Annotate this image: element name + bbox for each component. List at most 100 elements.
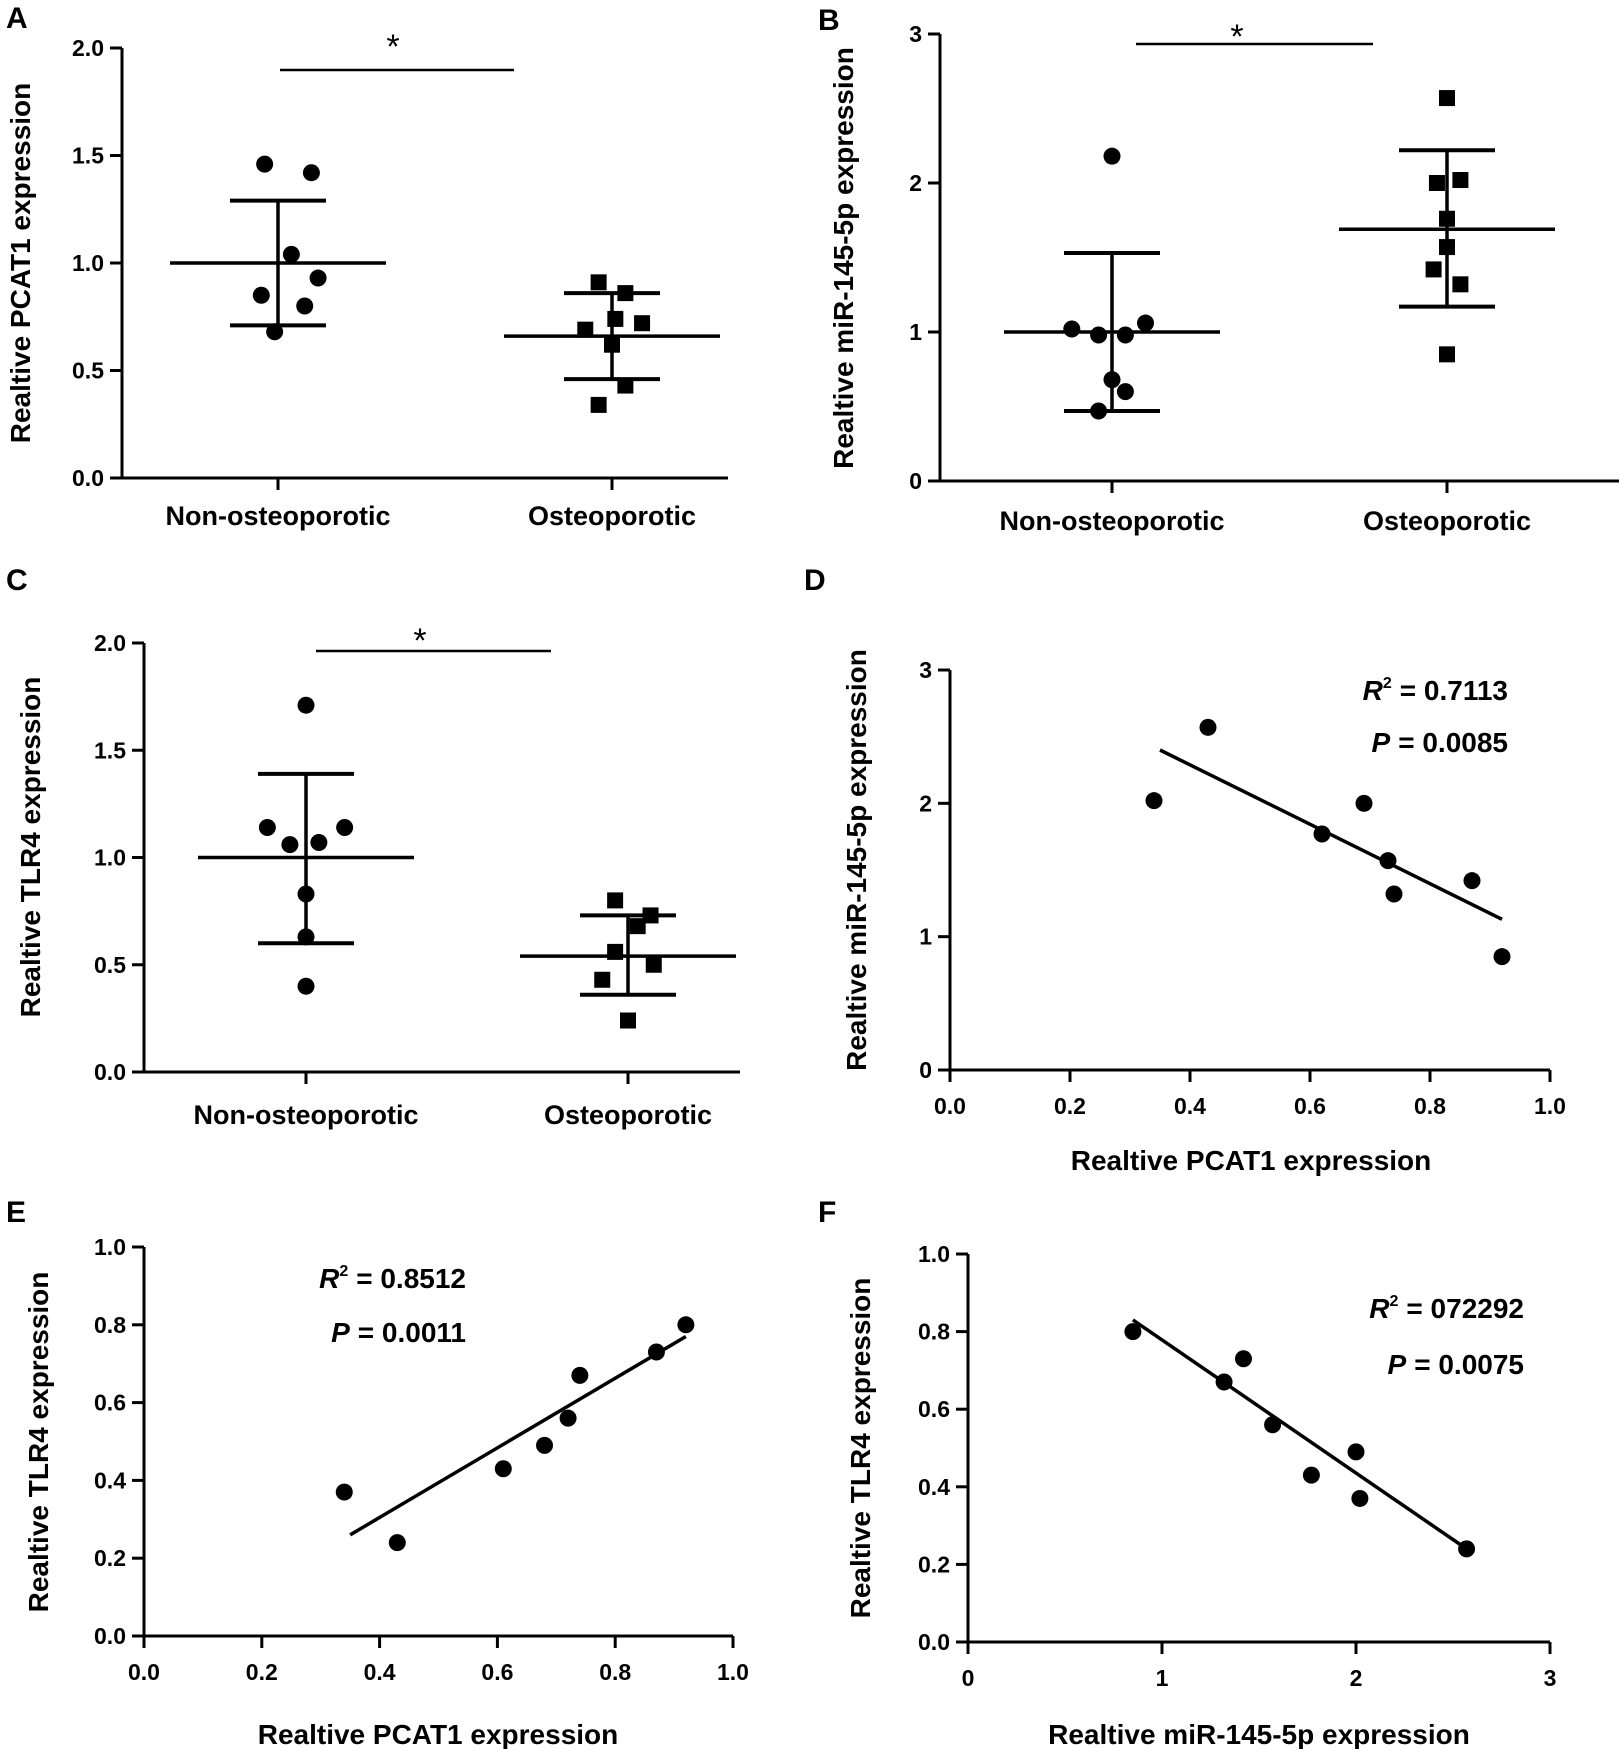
panel-e: E 0.0 0.2 0.4 0.6 0.8 1.0 Realtive TLR4 express… (6, 1196, 749, 1749)
data-point (1116, 383, 1134, 401)
y-axis-title: Realtive TLR4 expression (15, 677, 46, 1018)
significance-star: * (413, 622, 426, 660)
r-superscript: 2 (339, 1263, 348, 1280)
data-point (309, 269, 327, 287)
y-tick-label: 0.8 (918, 1319, 950, 1345)
data-point (1452, 276, 1469, 293)
data-point (1302, 1466, 1320, 1484)
x-tick-label: 3 (1544, 1665, 1557, 1691)
y-tick-label: 0.5 (72, 358, 104, 384)
x-tick-label: 1.0 (717, 1659, 749, 1685)
data-point (1428, 175, 1445, 191)
data-point (1463, 872, 1481, 890)
x-tick-label: 1.0 (1534, 1093, 1566, 1119)
p-value: = 0.0011 (358, 1317, 466, 1348)
panel-letter: D (804, 564, 826, 597)
data-point (645, 956, 662, 973)
r-symbol: R (1369, 1293, 1390, 1324)
data-point (297, 885, 315, 903)
y-tick-label: 0.2 (918, 1551, 950, 1577)
data-point (1439, 90, 1455, 107)
data-point (281, 836, 299, 854)
data-point (1313, 825, 1331, 843)
panel-a: A 0.0 0.5 1.0 1.5 2.0 Realtive PCAT1 expressio… (5, 2, 728, 531)
regression-line (1159, 748, 1503, 921)
category-label: Osteoporotic (528, 501, 696, 531)
data-point (594, 971, 611, 988)
y-axis-title: Realtive TLR4 expression (23, 1272, 54, 1613)
data-point (252, 286, 270, 304)
data-point (617, 377, 634, 394)
x-tick-label: 0.0 (934, 1093, 966, 1119)
data-point (647, 1343, 665, 1361)
p-value: = 0.0075 (1414, 1349, 1524, 1380)
y-axis-title: Realtive TLR4 expression (845, 1278, 876, 1619)
data-point (536, 1436, 554, 1454)
y-tick-label: 0.2 (94, 1545, 126, 1571)
data-point (620, 1012, 636, 1029)
data-point (296, 297, 314, 315)
y-tick-label: 0.6 (94, 1390, 126, 1416)
p-value-annotation: P = 0.0085 (1372, 727, 1508, 758)
data-point (297, 977, 315, 995)
data-point (1090, 326, 1108, 344)
r-symbol: R (1363, 675, 1384, 706)
p-value: = 0.0085 (1398, 727, 1508, 758)
data-point (1103, 371, 1121, 389)
data-point (1116, 326, 1134, 344)
panel-letter: F (818, 1196, 836, 1229)
x-tick-label: 0 (962, 1665, 975, 1691)
data-point (677, 1316, 695, 1334)
y-tick-label: 0.8 (94, 1312, 126, 1338)
y-tick-label: 1.0 (72, 250, 104, 276)
x-tick-label: 0.8 (599, 1659, 631, 1685)
p-symbol: P (1388, 1349, 1407, 1380)
data-point (642, 907, 659, 924)
category-label: Non-osteoporotic (194, 1100, 419, 1130)
y-tick-label: 0.5 (94, 952, 126, 978)
x-axis-title: Realtive PCAT1 expression (258, 1719, 619, 1749)
x-tick-label: 2 (1350, 1665, 1363, 1691)
y-tick-label: 3 (919, 657, 932, 683)
x-axis-title: Realtive PCAT1 expression (1071, 1145, 1432, 1176)
y-tick-label: 1.0 (94, 845, 126, 871)
x-tick-label: 0.8 (1414, 1093, 1446, 1119)
x-tick-label: 0.0 (128, 1659, 160, 1685)
panel-letter: B (818, 4, 840, 37)
data-point (302, 164, 320, 182)
data-point (617, 285, 634, 302)
y-tick-label: 0.6 (918, 1396, 950, 1422)
x-tick-label: 0.4 (1174, 1093, 1206, 1119)
data-point (258, 818, 276, 836)
y-tick-label: 1 (919, 924, 932, 950)
category-label: Non-osteoporotic (1000, 506, 1225, 536)
r-superscript: 2 (1390, 1293, 1399, 1310)
data-point (1124, 1323, 1142, 1341)
panel-d: D 0 1 2 3 Realtive miR-145-5p expression 0.0 0.… (804, 564, 1566, 1176)
y-tick-label: 0.4 (918, 1474, 950, 1500)
category-label: Osteoporotic (544, 1100, 712, 1130)
data-point (590, 396, 607, 413)
data-point (607, 892, 624, 909)
data-point (1452, 172, 1469, 189)
y-tick-label: 0.0 (94, 1623, 126, 1649)
data-point (1199, 718, 1217, 736)
data-point (494, 1460, 512, 1478)
data-point (1347, 1443, 1365, 1461)
panel-c: C 0.0 0.5 1.0 1.5 2.0 Realtive TLR4 expression… (6, 564, 740, 1130)
data-point (336, 818, 354, 836)
data-point (634, 315, 651, 332)
data-point (1137, 314, 1154, 332)
p-symbol: P (331, 1317, 350, 1348)
data-point (1439, 346, 1455, 363)
data-point (1103, 147, 1121, 165)
x-tick-label: 0.4 (364, 1659, 396, 1685)
y-tick-label: 2 (909, 170, 922, 196)
r-squared-annotation: R2 = 0.8512 (319, 1263, 466, 1294)
data-point (335, 1483, 353, 1501)
data-point (607, 310, 624, 327)
y-tick-label: 1.5 (94, 737, 126, 763)
p-value-annotation: P = 0.0075 (1388, 1349, 1524, 1380)
data-point (297, 928, 315, 946)
data-point (571, 1366, 589, 1384)
